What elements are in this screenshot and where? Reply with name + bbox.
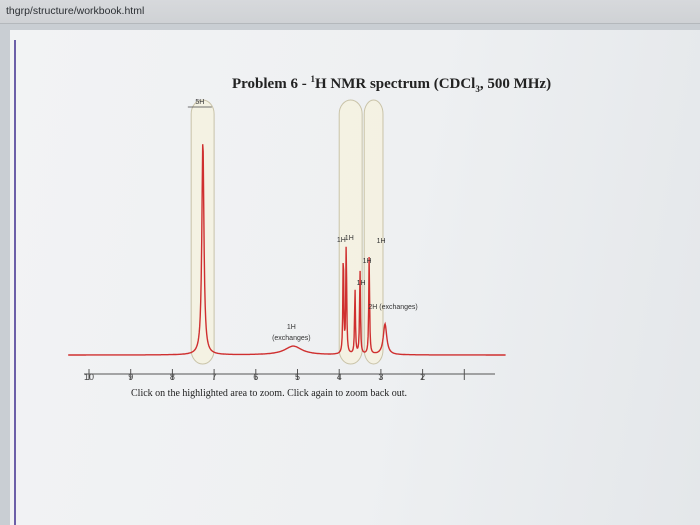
x-tick-label: 6 [253,372,258,382]
zoom-region-1[interactable] [190,99,215,365]
x-tick-label: 7 [212,372,217,382]
zoom-instructions: Click on the highlighted area to zoom. C… [131,388,408,399]
peak-label-1h-d: 1H [363,258,372,265]
title-superscript: 1 [310,74,315,84]
x-tick-label: 5 [295,372,300,382]
peak-label-1h-b: 1H [345,235,354,242]
peak-label-1h-c: 1H [377,238,386,245]
spectrum-trace [68,144,506,356]
peak-label-2h-exchanges: 2H (exchanges) [368,304,417,311]
zoom-region-2[interactable] [338,99,363,365]
title-prefix: Problem 6 - [232,76,311,92]
peak-label-5h: 5H [195,99,204,106]
peak-label-1h-a: 1H [337,237,346,244]
x-tick-label: 4 [337,372,342,382]
title-subscript: 3 [475,84,480,94]
x-tick-label: 2 [420,372,425,382]
page-title: Problem 6 - 1H NMR spectrum (CDCl3, 500 … [232,74,551,94]
title-main: H NMR spectrum (CDCl [314,76,476,92]
peak-label-1h-broad: 1H [287,324,296,331]
peak-label-1h-e: 1H [357,280,366,287]
x-tick-label: 9 [128,372,133,382]
title-suffix: , 500 MHz) [479,76,552,92]
x-tick-label: 3 [378,372,383,382]
x-tick-label: 10 [84,372,94,382]
zoom-region-3[interactable] [363,99,384,365]
url-text: thgrp/structure/workbook.html [6,5,145,17]
peak-label-exchanges: (exchanges) [272,335,311,342]
x-tick-label: 8 [170,372,175,382]
page-left-border [14,40,16,525]
browser-address-bar[interactable]: thgrp/structure/workbook.html [0,0,700,24]
